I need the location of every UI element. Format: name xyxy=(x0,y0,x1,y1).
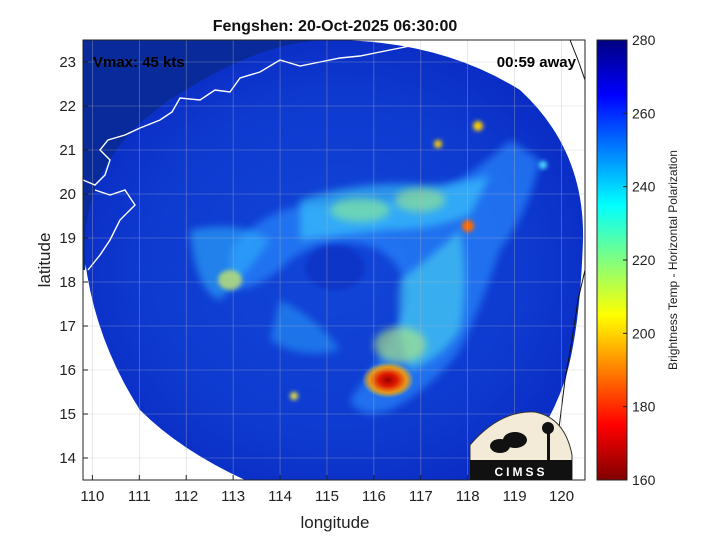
axes-border xyxy=(82,39,586,481)
colorbar-tick-label: 260 xyxy=(632,105,656,121)
x-tick-label: 112 xyxy=(174,488,198,505)
chart-title: Fengshen: 20-Oct-2025 06:30:00 xyxy=(213,18,458,35)
green-patch xyxy=(330,198,390,222)
x-axis-label: longitude xyxy=(300,513,369,532)
rainband-west xyxy=(190,226,270,300)
time-away-label: 00:59 away xyxy=(497,54,577,71)
cimss-logo: CIMSS xyxy=(469,411,573,481)
colorbar-tick-label: 220 xyxy=(632,252,656,268)
x-tick-label: 117 xyxy=(409,488,433,505)
vmax-label: Vmax: 45 kts xyxy=(93,54,185,71)
colorbar-tick-label: 200 xyxy=(632,325,656,341)
convective-spot xyxy=(473,121,483,131)
y-tick-label: 14 xyxy=(59,450,76,467)
coastline-leizhou xyxy=(87,189,136,271)
y-axis: 14 15 16 17 18 19 20 21 22 23 xyxy=(59,54,88,467)
colorbar-tick-label: 240 xyxy=(632,179,656,195)
colorbar-tick-label: 180 xyxy=(632,399,656,415)
colorbar xyxy=(596,39,628,481)
y-tick-label: 18 xyxy=(59,274,76,291)
y-tick-label: 23 xyxy=(59,54,76,71)
x-axis: 110 111 112 113 114 115 116 117 118 119 120 xyxy=(80,475,574,505)
y-tick-label: 22 xyxy=(59,98,76,115)
green-patch xyxy=(374,327,426,363)
colorbar-tick-label: 160 xyxy=(632,472,656,488)
rainband-south xyxy=(270,300,340,354)
green-patch xyxy=(395,188,445,212)
colorbar-tick-label: 280 xyxy=(632,32,656,48)
yellow-patch xyxy=(218,270,242,290)
x-tick-label: 114 xyxy=(268,488,292,505)
x-tick-label: 110 xyxy=(80,488,104,505)
x-tick-label: 113 xyxy=(221,488,245,505)
y-tick-label: 19 xyxy=(59,230,76,247)
convective-spot xyxy=(539,161,547,169)
cold-core xyxy=(362,362,414,398)
swath-features xyxy=(190,121,547,414)
x-tick-label: 115 xyxy=(315,488,339,505)
swath-edge-region xyxy=(83,40,330,270)
convective-spot xyxy=(290,392,298,400)
coastline-east xyxy=(569,40,585,81)
colorbar-label: Brightness Temp - Horizontal Polarizatio… xyxy=(666,150,680,370)
y-axis-label: latitude xyxy=(35,233,54,288)
y-tick-label: 15 xyxy=(59,406,76,423)
x-tick-label: 118 xyxy=(456,488,480,505)
y-tick-label: 17 xyxy=(59,318,76,335)
y-tick-label: 16 xyxy=(59,362,76,379)
grid-lines xyxy=(83,40,585,480)
x-tick-label: 119 xyxy=(503,488,527,505)
y-tick-label: 20 xyxy=(59,186,76,203)
convective-spot xyxy=(434,140,442,148)
y-tick-label: 21 xyxy=(59,142,76,159)
storm-eye xyxy=(305,246,365,290)
x-tick-label: 116 xyxy=(362,488,386,505)
x-tick-label: 111 xyxy=(128,488,151,505)
cimss-logo-text: CIMSS xyxy=(494,465,547,479)
rainband-north xyxy=(300,175,490,240)
colorbar-ticks: 160 180 200 220 240 260 280 xyxy=(623,32,656,488)
x-tick-label: 120 xyxy=(549,488,574,505)
